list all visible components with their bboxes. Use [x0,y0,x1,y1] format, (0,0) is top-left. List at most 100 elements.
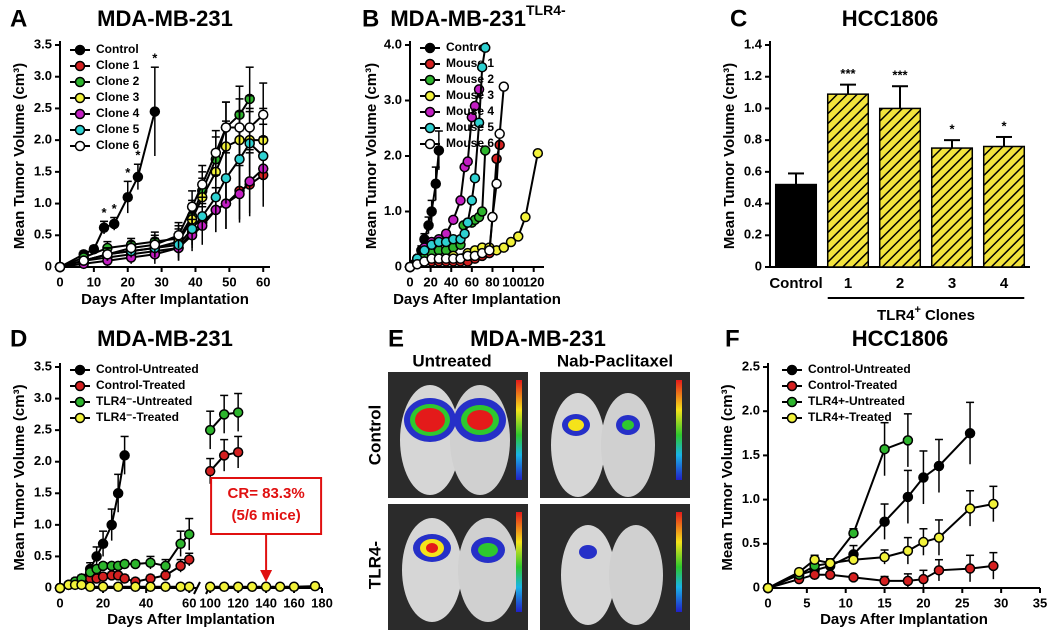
significance: * [152,51,158,66]
data-point [119,573,130,584]
data-point [473,84,485,95]
data-point [197,179,208,190]
data-point [419,245,430,256]
data-point [97,581,109,592]
legend-label: Clone 5 [96,122,140,136]
group-label: TLR4+ Clones [877,304,975,324]
y-tick-label: 2.0 [34,453,52,468]
legend-label: Control-Treated [808,378,897,392]
x-tick-label: 120 [227,595,249,610]
series-line [59,114,264,268]
x-tick-label: 0 [56,274,63,289]
title-main: MDA-MB-231 [390,6,526,31]
legend-label: TLR4⁻-Untreated [96,394,192,408]
y-tick-label: 3.5 [34,358,52,373]
mouse [458,518,518,622]
data-point [902,575,914,587]
data-point [97,571,109,582]
data-point [455,195,466,206]
x-tick-label: 35 [1033,595,1047,610]
row-label: TLR4- [365,541,384,589]
y-tick-label: 1.5 [34,485,52,500]
y-tick-label: 2.0 [384,147,402,162]
data-point [220,122,232,133]
data-point [484,245,495,256]
group-label-suffix: Clones [925,307,975,324]
legend-label: Clone 2 [96,74,140,88]
data-point [487,211,498,223]
column-label: Nab-Paclitaxel [557,351,673,370]
data-point [234,153,245,165]
legend-marker [74,140,86,152]
data-point [469,172,481,184]
data-point [491,178,502,189]
x-tick-label: 20 [121,274,135,289]
data-point [498,242,510,253]
x-tick-label: 50 [222,274,236,289]
series-line [767,432,971,589]
column-label: Untreated [412,351,491,370]
legend-label: Clone 1 [96,58,140,72]
x-tick-label: 60 [465,274,479,289]
data-point [232,446,244,458]
x-axis-label: Days After Implantation [820,611,988,628]
panel-letter: F [725,325,740,352]
y-axis-label: Mean Tumor Volume (cm³) [719,384,736,570]
x-tick-label: 20 [916,595,930,610]
group-label-main: TLR4 [877,307,915,324]
data-point [84,581,96,592]
y-axis-label: Mean Tumor Volume (cm³) [11,384,28,570]
y-axis-label: Mean Tumor Volume (cm³) [721,63,738,249]
significance: *** [892,68,908,83]
data-point [218,409,230,420]
legend-label: Control-Treated [96,378,185,392]
y-tick-label: 2.0 [742,403,760,418]
data-point [918,536,929,548]
y-tick-label: 0.4 [744,195,763,210]
data-point [473,117,485,128]
y-tick-label: 2.5 [742,358,760,373]
signal [568,419,584,431]
data-point [160,581,171,592]
data-point [494,128,505,140]
data-point [145,557,156,568]
chart-title: MDA-MB-231 [97,326,233,351]
data-point [175,560,186,572]
data-point [466,195,478,206]
legend-marker [424,106,436,118]
y-tick-label: 1.0 [34,516,52,531]
legend-marker [424,58,436,70]
x-tick-label: 60 [256,274,270,289]
data-point [125,242,137,254]
data-point [97,560,109,572]
panel-title: MDA-MB-231 [470,326,606,351]
significance: * [112,201,118,216]
data-point [479,42,491,54]
y-tick-label: 2.5 [34,422,52,437]
y-tick-label: 1.4 [744,36,763,51]
significance: * [102,205,108,220]
panel-letter: B [362,5,379,32]
y-tick-label: 0 [395,258,402,273]
y-tick-label: 1.0 [384,203,402,218]
significance: * [125,165,131,180]
data-point [149,239,161,251]
color-bar [676,380,682,480]
data-point [933,532,945,543]
data-point [112,488,124,499]
chart-title: MDA-MB-231 [97,6,233,31]
data-point [112,581,124,592]
legend-label: Mouse 6 [446,136,494,150]
legend-label: Control-Untreated [808,362,911,376]
data-point [848,527,859,539]
y-axis-label: Mean Tumor Volume (cm³) [11,63,28,249]
data-point [964,563,976,574]
mouse [551,393,605,497]
data-point [462,217,473,228]
legend-marker [74,60,86,72]
legend-marker [424,42,436,54]
y-tick-label: 0.5 [34,227,52,242]
data-point [902,545,914,557]
y-tick-label: 0.2 [744,227,762,242]
x-tick-label: 40 [444,274,458,289]
